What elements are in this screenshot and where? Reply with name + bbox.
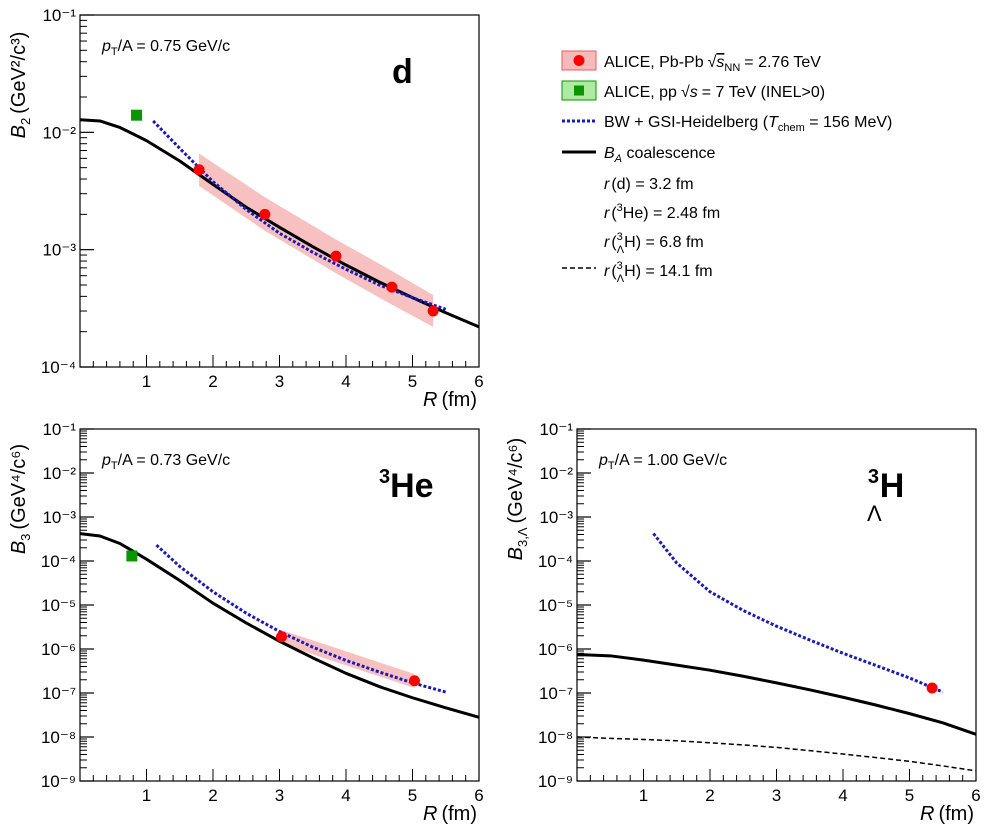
x-tick-label: 1 [142,786,151,805]
legend-pp-label: ALICE, pp √s = 7 TeV (INEL>0) [604,84,825,101]
x-tick-label: 4 [341,786,350,805]
x-tick-label: 1 [639,786,648,805]
coalescence-curve [80,532,479,719]
y-tick-label: 10⁻² [42,464,76,483]
coalescence-curve-large-radius [577,736,976,772]
y-tick-label: 10⁻⁹ [41,772,76,791]
y-tick-label: 10⁻¹ [42,420,76,439]
y-tick-label: 10⁻¹ [42,6,76,25]
x-tick-label: 3 [275,786,284,805]
x-tick-label: 3 [275,372,284,391]
legend-radius-hyper: r (3 ΛH) = 6.8 fm [604,231,704,256]
y-tick-label: 10⁻⁸ [41,728,76,747]
pt-annotation: pT/A = 0.75 GeV/c [101,38,230,58]
legend-bw-label: BW + GSI-Heidelberg (Tchem = 156 MeV) [604,114,892,134]
x-tick-label: 2 [705,786,714,805]
pbpb-data-point [259,208,271,220]
y-axis-title: B2(GeV²/c³) [8,32,33,139]
y-tick-label: 10⁻³ [42,241,76,260]
y-tick-label: 10⁻⁵ [41,596,76,615]
y-tick-label: 10⁻⁸ [538,728,573,747]
pbpb-data-point [427,305,439,317]
panel-label: 3 ΛH [867,466,904,526]
y-axis-title: B3(GeV⁴/c⁶) [8,444,33,554]
x-axis-title: R (fm) [423,389,477,411]
coalescence-curve [577,652,976,736]
legend-pp-marker [574,85,584,96]
y-tick-label: 10⁻⁹ [538,772,573,791]
y-tick-label: 10⁻⁴ [41,552,76,571]
y-tick-label: 10⁻¹ [539,420,573,439]
legend-coalescence-label: BA coalescence [604,145,716,165]
x-tick-label: 5 [905,786,914,805]
plot-area [577,532,976,772]
x-tick-label: 6 [474,372,483,391]
pp-data-point [126,550,138,562]
panel-label: 3He [379,466,434,505]
thermal-model-curve [155,543,447,694]
y-tick-label: 10⁻⁶ [41,640,76,659]
y-tick-label: 10⁻² [539,464,573,483]
plot-frame [576,428,977,782]
pbpb-data-point [386,281,398,293]
pp-data-point [131,109,143,121]
x-tick-label: 3 [772,786,781,805]
x-tick-label: 5 [408,372,417,391]
panel-helium3: 10⁻⁹ 10⁻⁸ 10⁻⁷ 10⁻⁶ 10⁻⁵ 10⁻⁴ 10⁻³ 10⁻² 10⁻¹ 1 2 3 4… [8,420,484,825]
panel-deuteron: 10⁻⁴ 10⁻³ 10⁻² 10⁻¹ 1 2 3 4 5 6R (fm) B2(GeV²/c³) pT… [8,6,484,411]
pbpb-data-point [193,164,205,176]
systematic-band [199,153,434,327]
x-tick-label: 6 [474,786,483,805]
pbpb-data-point [330,250,342,262]
legend-radius-d: r (d) = 3.2 fm [604,176,694,193]
pbpb-data-point [926,682,938,694]
x-tick-label: 5 [408,786,417,805]
x-tick-label: 2 [208,372,217,391]
legend-radius-he3: r (3He) = 2.48 fm [604,202,720,222]
systematic-band [281,630,415,688]
panel-label: d [392,53,413,91]
y-tick-label: 10⁻⁷ [539,684,573,703]
y-tick-label: 10⁻⁷ [42,684,76,703]
y-tick-label: 10⁻² [42,123,76,142]
legend-pbpb-marker [573,55,585,66]
plot-area [80,109,479,329]
x-tick-label: 4 [341,372,350,391]
x-axis-title: R (fm) [920,803,974,825]
plot-area [80,532,479,719]
y-tick-label: 10⁻⁴ [41,358,76,377]
pt-annotation: pT/A = 0.73 GeV/c [101,452,230,472]
y-tick-label: 10⁻⁶ [538,640,573,659]
panel-hypertriton: 10⁻⁹ 10⁻⁸ 10⁻⁷ 10⁻⁶ 10⁻⁵ 10⁻⁴ 10⁻³ 10⁻² 10⁻¹ 1 2 3 4… [505,420,981,825]
x-tick-label: 6 [971,786,980,805]
x-tick-label: 1 [142,372,151,391]
x-tick-label: 4 [838,786,847,805]
pbpb-data-point [408,675,420,687]
y-tick-label: 10⁻⁴ [538,552,573,571]
legend-radius-hyper-large: r (3 ΛH) = 14.1 fm [604,260,713,285]
y-tick-label: 10⁻⁵ [538,596,573,615]
y-tick-label: 10⁻³ [539,508,573,527]
x-tick-label: 2 [208,786,217,805]
pt-annotation: pT/A = 1.00 GeV/c [598,452,727,472]
legend-pbpb-label: ALICE, Pb-Pb √sNN = 2.76 TeV [604,54,821,74]
y-axis-title: B3,Λ(GeV⁴/c⁶) [505,438,530,561]
pbpb-data-point [275,631,287,643]
y-tick-label: 10⁻³ [42,508,76,527]
x-axis-title: R (fm) [423,803,477,825]
legend: ALICE, Pb-Pb √sNN = 2.76 TeV ALICE, pp √s = … [561,50,892,285]
thermal-model-curve [652,532,944,694]
